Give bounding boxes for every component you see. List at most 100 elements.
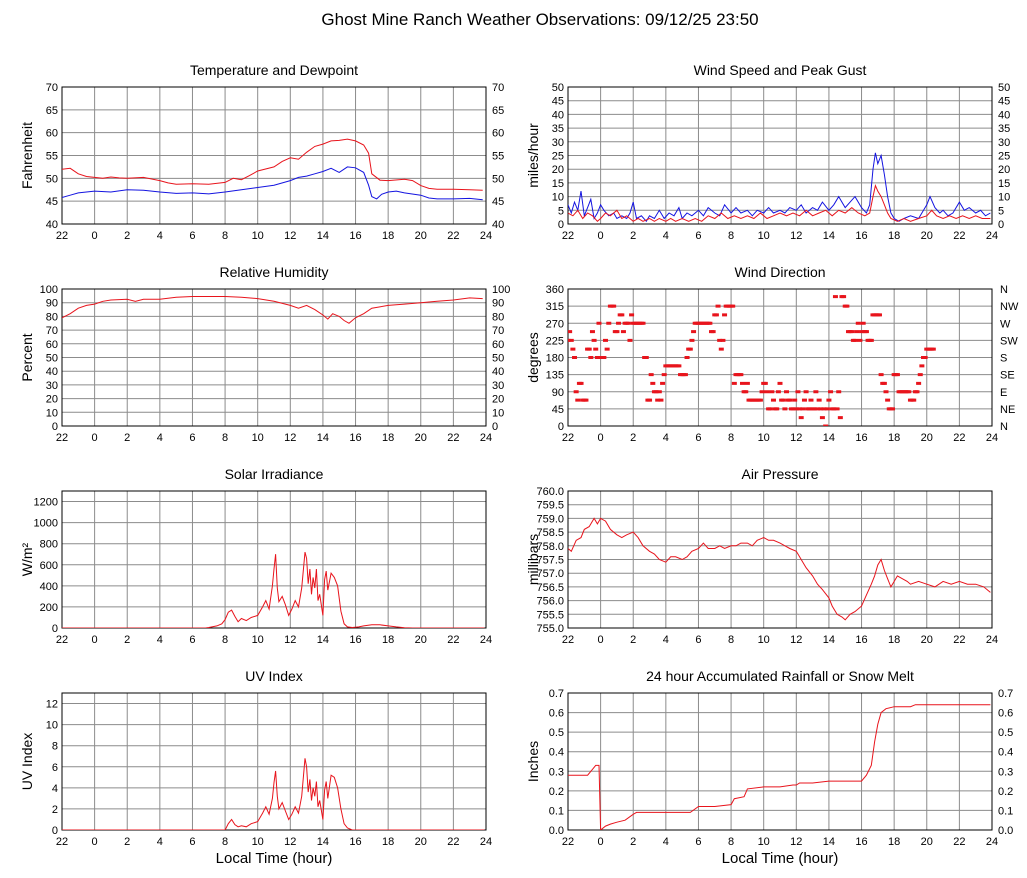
y-tick-label: 315	[546, 301, 564, 313]
y-axis-label: miles/hour	[525, 123, 541, 188]
x-tick-label: 18	[382, 432, 394, 444]
x-tick-label: 4	[663, 634, 669, 646]
data-point	[826, 398, 832, 402]
compass-label: SW	[1000, 335, 1018, 347]
y-tick-label: 30	[552, 137, 564, 149]
data-point	[854, 330, 860, 334]
x-tick-label: 2	[124, 836, 130, 848]
x-tick-label: 16	[349, 634, 361, 646]
data-point	[813, 390, 819, 394]
data-point	[815, 407, 821, 411]
x-tick-label: 2	[630, 634, 636, 646]
y-tick-label-right: 50	[998, 82, 1010, 94]
x-tick-label: 18	[888, 230, 900, 242]
data-point	[767, 407, 773, 411]
data-point	[811, 407, 817, 411]
x-tick-label: 0	[598, 634, 604, 646]
data-point	[707, 321, 713, 325]
x-tick-label: 4	[157, 230, 163, 242]
series-group	[62, 758, 485, 830]
x-tick-label: 10	[252, 432, 264, 444]
data-point	[837, 416, 843, 420]
x-tick-label: 20	[921, 230, 933, 242]
y-tick-label-right: 0	[998, 219, 1004, 231]
x-tick-label: 20	[415, 836, 427, 848]
series-line	[568, 152, 991, 223]
y-tick-label: 4	[52, 783, 58, 795]
x-tick-label: 12	[790, 230, 802, 242]
data-point	[568, 338, 574, 342]
chart-title: Temperature and Dewpoint	[190, 62, 358, 78]
series-group	[568, 517, 991, 621]
y-tick-label: 757.5	[536, 555, 564, 567]
x-tick-label: 22	[56, 836, 68, 848]
data-point	[656, 390, 662, 394]
data-point	[818, 407, 824, 411]
y-axis-label: Percent	[19, 333, 35, 381]
data-point	[738, 373, 744, 377]
x-tick-label: 14	[823, 836, 835, 848]
x-tick-label: 14	[317, 836, 329, 848]
chart-title: Wind Direction	[734, 264, 825, 280]
y-tick-label: 800	[40, 539, 58, 551]
y-tick-label-right: 40	[998, 109, 1010, 121]
data-point	[919, 364, 925, 368]
y-tick-label-right: 70	[492, 325, 504, 337]
y-tick-label: 760.0	[536, 486, 564, 498]
y-tick-label: 759.5	[536, 500, 564, 512]
data-point	[836, 390, 842, 394]
x-tick-label: 22	[953, 230, 965, 242]
y-tick-label: 0.7	[549, 688, 564, 700]
data-point	[759, 390, 765, 394]
data-point	[730, 304, 736, 308]
data-point	[821, 407, 827, 411]
data-point	[691, 330, 697, 334]
x-tick-label: 2	[630, 836, 636, 848]
x-tick-label: 8	[728, 836, 734, 848]
y-tick-label: 20	[46, 394, 58, 406]
data-point	[801, 398, 807, 402]
data-point	[775, 390, 781, 394]
y-tick-label: 2	[52, 804, 58, 816]
y-tick-label-right: 60	[492, 128, 504, 140]
x-tick-label: 24	[986, 634, 998, 646]
x-tick-label: 16	[855, 836, 867, 848]
y-tick-label: 40	[46, 219, 58, 231]
y-tick-label: 8	[52, 741, 58, 753]
series-line	[568, 183, 991, 223]
data-point	[650, 381, 656, 385]
data-point	[591, 338, 597, 342]
y-tick-label-right: 30	[998, 137, 1010, 149]
y-tick-label: 0.2	[549, 786, 564, 798]
y-axis-label: Inches	[525, 741, 541, 782]
data-point	[930, 347, 936, 351]
chart-title: Solar Irradiance	[225, 466, 324, 482]
y-tick-label: 0	[52, 421, 58, 433]
data-point	[816, 398, 822, 402]
y-tick-label-right: 5	[998, 205, 1004, 217]
y-tick-label: 0.6	[549, 708, 564, 720]
x-tick-label: 0	[92, 836, 98, 848]
x-tick-label: 16	[855, 230, 867, 242]
y-tick-label: 0.3	[549, 766, 564, 778]
x-tick-label: 18	[382, 836, 394, 848]
x-tick-label: 2	[124, 634, 130, 646]
plot-frame	[61, 692, 487, 831]
x-tick-label: 16	[349, 230, 361, 242]
y-tick-label: 30	[46, 380, 58, 392]
series-group	[568, 704, 991, 830]
y-tick-label: 40	[46, 366, 58, 378]
compass-label: N	[1000, 421, 1008, 433]
y-tick-label-right: 65	[492, 105, 504, 117]
data-point	[881, 381, 887, 385]
x-tick-label: 12	[284, 836, 296, 848]
compass-label: W	[1000, 318, 1011, 330]
data-point	[619, 313, 625, 317]
data-point	[743, 390, 749, 394]
data-point	[798, 416, 804, 420]
y-tick-label-right: 10	[998, 192, 1010, 204]
x-tick-label: 6	[189, 230, 195, 242]
x-tick-label: 22	[562, 230, 574, 242]
x-tick-label: 24	[480, 836, 492, 848]
x-tick-label: 6	[695, 432, 701, 444]
